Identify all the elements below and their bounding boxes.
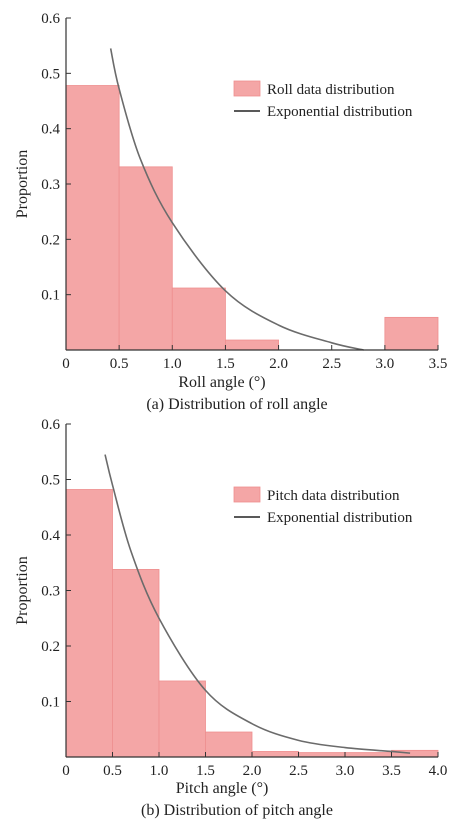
exponential-curve	[109, 48, 364, 351]
x-tick-label: 3.0	[336, 763, 355, 779]
legend-swatch-histogram	[233, 486, 261, 503]
x-tick-label: 1.5	[196, 763, 215, 779]
histogram-bar	[112, 569, 160, 758]
histogram-bar	[344, 752, 392, 758]
legend-label-curve: Exponential distribution	[267, 104, 413, 120]
pitch-angle-chart: 0 0.5 1.0 1.5 2.0 2.5 3.0 3.5 4.0 0.1 0.2 0.3 0.4 0.5…	[14, 417, 447, 819]
y-tick-label: 0.5	[41, 473, 60, 489]
x-axis-label: Pitch angle (°)	[176, 780, 269, 797]
histogram-bar	[205, 731, 253, 758]
histogram-bar	[158, 680, 206, 758]
x-tick-label: 2.5	[322, 356, 341, 372]
figure-caption: (a) Distribution of roll angle	[146, 396, 327, 413]
y-tick-label: 0.4	[41, 122, 60, 138]
x-tick-label: 1.0	[150, 763, 169, 779]
x-tick-label: 2.0	[243, 763, 262, 779]
y-tick-label: 0.1	[41, 695, 60, 711]
x-tick-label: 1.5	[216, 356, 235, 372]
x-tick-label: 3.0	[375, 356, 394, 372]
y-tick-label: 0.3	[41, 177, 60, 193]
histogram-bar	[251, 751, 299, 758]
y-tick-label: 0.3	[41, 584, 60, 600]
x-tick-label: 2.5	[289, 763, 308, 779]
y-tick-label: 0.4	[41, 528, 60, 544]
legend-label-histogram: Pitch data distribution	[267, 488, 400, 504]
y-axis-label: Proportion	[14, 556, 31, 624]
exponential-curve	[104, 454, 411, 754]
histogram-bar	[225, 339, 279, 351]
x-axis-label: Roll angle (°)	[178, 374, 265, 391]
legend-label-curve: Exponential distribution	[267, 510, 413, 526]
x-tick-label: 1.0	[163, 356, 182, 372]
y-tick-label: 0.6	[41, 11, 60, 27]
x-tick-label: 0	[62, 763, 70, 779]
x-tick-label: 2.0	[269, 356, 288, 372]
x-tick-label: 0.5	[110, 356, 129, 372]
roll-angle-chart: 0 0.5 1.0 1.5 2.0 2.5 3.0 3.5 0.1 0.2 0.3 0.4 0.5 0.6…	[14, 11, 447, 413]
histogram-bar	[65, 85, 120, 351]
histogram-bar	[65, 489, 113, 758]
histogram-bar	[118, 166, 173, 351]
x-tick-label: 3.5	[382, 763, 401, 779]
y-tick-label: 0.5	[41, 66, 60, 82]
x-tick-label: 4.0	[429, 763, 448, 779]
legend-label-histogram: Roll data distribution	[267, 82, 395, 98]
x-tick-label: 3.5	[429, 356, 448, 372]
x-tick-label: 0.5	[103, 763, 122, 779]
y-tick-label: 0.1	[41, 288, 60, 304]
figure-caption: (b) Distribution of pitch angle	[141, 802, 333, 819]
y-tick-label: 0.2	[41, 232, 60, 248]
histogram-bar	[298, 752, 346, 758]
legend-swatch-histogram	[233, 80, 261, 97]
y-tick-label: 0.6	[41, 417, 60, 433]
histogram-bar	[171, 287, 226, 351]
x-tick-label: 0	[62, 356, 70, 372]
y-tick-label: 0.2	[41, 639, 60, 655]
y-axis-label: Proportion	[14, 150, 31, 218]
histogram-bar	[384, 316, 439, 351]
